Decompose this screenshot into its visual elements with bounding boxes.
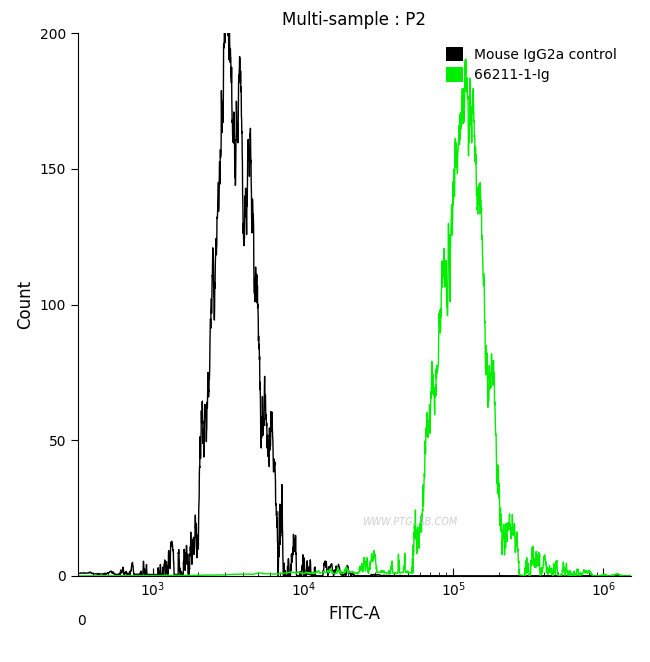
Legend: Mouse IgG2a control, 66211-1-Ig: Mouse IgG2a control, 66211-1-Ig xyxy=(439,40,623,89)
Text: WWW.PTGLAB.COM: WWW.PTGLAB.COM xyxy=(362,516,457,527)
Text: 0: 0 xyxy=(77,614,85,628)
Y-axis label: Count: Count xyxy=(16,280,34,329)
Title: Multi-sample : P2: Multi-sample : P2 xyxy=(282,11,426,28)
X-axis label: FITC-A: FITC-A xyxy=(328,605,380,623)
